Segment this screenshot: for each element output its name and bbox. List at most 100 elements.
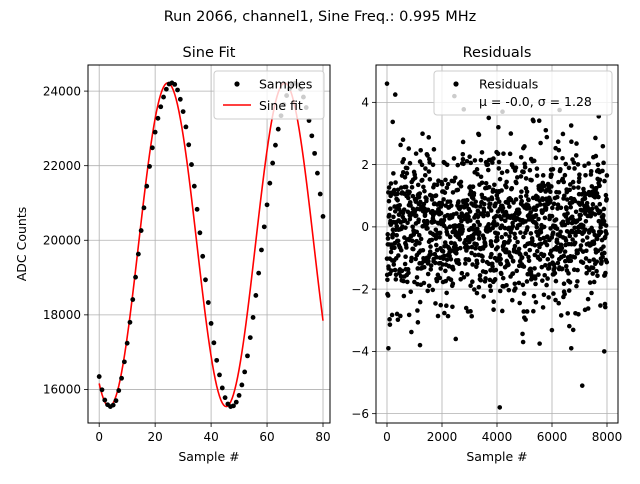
sample-point bbox=[155, 115, 161, 121]
residual-point bbox=[583, 173, 588, 178]
residual-point bbox=[415, 308, 420, 313]
residual-point bbox=[508, 131, 514, 136]
residual-point bbox=[445, 181, 451, 187]
residual-point bbox=[473, 203, 479, 209]
residual-point bbox=[588, 168, 594, 174]
residual-point bbox=[488, 208, 494, 213]
sample-point bbox=[203, 277, 208, 283]
residual-point bbox=[485, 212, 491, 218]
residual-point bbox=[511, 200, 516, 205]
sample-point bbox=[273, 142, 278, 148]
residual-point bbox=[470, 262, 475, 267]
residual-point bbox=[485, 162, 491, 167]
residual-point bbox=[386, 185, 392, 190]
residual-point bbox=[598, 303, 603, 308]
residual-point bbox=[458, 183, 464, 189]
residual-point bbox=[503, 232, 508, 237]
residual-point bbox=[540, 278, 545, 283]
residual-point bbox=[539, 264, 545, 270]
residual-point bbox=[440, 249, 446, 254]
residual-point bbox=[469, 250, 474, 256]
residual-point bbox=[386, 212, 392, 218]
residual-point bbox=[438, 210, 444, 216]
residuals-ytick-label: −6 bbox=[351, 407, 369, 421]
sample-point bbox=[253, 293, 259, 298]
residuals-ytick-label: −2 bbox=[351, 282, 369, 296]
residual-point bbox=[475, 226, 480, 232]
residual-point bbox=[509, 185, 515, 191]
residual-point bbox=[543, 127, 549, 133]
residual-point bbox=[558, 205, 564, 211]
residual-outlier-point bbox=[384, 81, 390, 86]
residual-point bbox=[499, 170, 505, 176]
residual-point bbox=[477, 204, 483, 209]
residual-point bbox=[570, 237, 575, 242]
residual-point bbox=[592, 232, 598, 238]
residual-point bbox=[527, 167, 533, 173]
residual-point bbox=[480, 258, 486, 264]
residual-point bbox=[455, 162, 461, 168]
sine-fit-grid bbox=[88, 65, 330, 423]
residual-point bbox=[389, 268, 394, 273]
residual-point bbox=[441, 217, 447, 223]
residual-point bbox=[385, 232, 391, 237]
sample-point bbox=[256, 270, 262, 276]
residual-point bbox=[600, 168, 605, 174]
residual-point bbox=[568, 258, 574, 264]
residual-point bbox=[556, 300, 562, 306]
residual-point bbox=[537, 202, 543, 207]
residual-point bbox=[465, 245, 471, 250]
residual-point bbox=[487, 277, 493, 283]
sample-point bbox=[191, 183, 197, 189]
residual-point bbox=[396, 253, 401, 258]
residual-point bbox=[582, 196, 588, 201]
sample-point bbox=[239, 382, 245, 388]
residual-point bbox=[540, 305, 546, 310]
residual-point bbox=[398, 142, 403, 148]
residual-point bbox=[574, 141, 579, 146]
residual-point bbox=[573, 209, 579, 215]
residual-point bbox=[562, 193, 567, 199]
residual-point bbox=[603, 192, 609, 198]
residual-point bbox=[471, 223, 477, 228]
residual-point bbox=[542, 183, 547, 189]
residual-point bbox=[503, 209, 509, 215]
residual-point bbox=[443, 177, 448, 183]
residual-point bbox=[498, 256, 503, 262]
residual-point bbox=[543, 205, 549, 211]
residual-point bbox=[428, 252, 434, 257]
residual-point bbox=[572, 198, 578, 204]
residual-point bbox=[599, 259, 604, 264]
residual-point bbox=[418, 236, 424, 242]
residual-point bbox=[555, 260, 561, 266]
residual-point bbox=[566, 271, 571, 276]
residual-point bbox=[418, 199, 423, 205]
residual-point bbox=[489, 196, 495, 202]
residual-point bbox=[560, 266, 565, 272]
residual-point bbox=[586, 161, 591, 166]
residuals-ytick-label: 4 bbox=[361, 96, 369, 110]
residual-point bbox=[531, 293, 537, 299]
residual-point bbox=[483, 180, 489, 186]
residual-point bbox=[576, 311, 581, 317]
residual-point bbox=[577, 172, 582, 177]
residual-point bbox=[450, 281, 456, 287]
residual-point bbox=[591, 229, 596, 234]
residual-point bbox=[388, 181, 394, 186]
residual-point bbox=[572, 240, 578, 246]
residual-point bbox=[438, 266, 443, 271]
residual-point bbox=[567, 233, 573, 239]
residual-point bbox=[432, 260, 438, 266]
residual-point bbox=[489, 243, 495, 249]
residual-point bbox=[432, 219, 437, 224]
sample-point bbox=[214, 357, 220, 363]
residual-point bbox=[555, 139, 561, 144]
residual-point bbox=[508, 229, 514, 235]
residual-point bbox=[395, 317, 401, 323]
residual-point bbox=[582, 163, 587, 169]
residual-point bbox=[408, 203, 413, 208]
residual-point bbox=[512, 281, 518, 287]
residual-point bbox=[405, 209, 411, 215]
residual-point bbox=[399, 268, 405, 274]
residual-point bbox=[483, 276, 488, 281]
